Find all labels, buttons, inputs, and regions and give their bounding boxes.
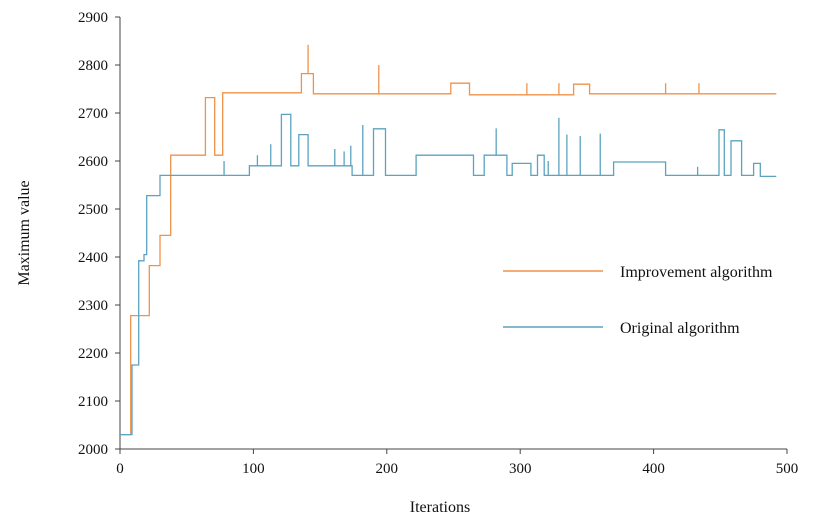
legend: Improvement algorithm Original algorithm xyxy=(503,264,773,337)
y-tick-label: 2500 xyxy=(78,202,108,218)
x-tick-label: 500 xyxy=(776,461,799,477)
y-tick-label: 2400 xyxy=(78,250,108,266)
x-tick-label: 300 xyxy=(509,461,532,477)
y-ticks: 2000 2100 2200 2300 2400 2500 2600 2700 2800 2900 xyxy=(78,10,120,458)
plot-area: 0 100 200 300 400 500 2000 2100 2200 2300 2400 250… xyxy=(78,10,798,477)
y-tick-label: 2000 xyxy=(78,442,108,458)
series-layer xyxy=(120,44,777,436)
y-tick-label: 2100 xyxy=(78,394,108,410)
y-tick-label: 2700 xyxy=(78,106,108,122)
y-tick-label: 2900 xyxy=(78,10,108,26)
legend-item-original: Original algorithm xyxy=(503,320,740,337)
x-axis-title: Iterations xyxy=(410,499,470,516)
series-line xyxy=(120,72,777,436)
y-tick-label: 2800 xyxy=(78,58,108,74)
y-axis-title: Maximum value xyxy=(16,180,33,285)
x-tick-label: 0 xyxy=(116,461,124,477)
y-tick-label: 2300 xyxy=(78,298,108,314)
legend-label-original: Original algorithm xyxy=(620,320,740,337)
legend-item-improvement: Improvement algorithm xyxy=(503,264,773,281)
series-0 xyxy=(120,44,777,436)
x-ticks: 0 100 200 300 400 500 xyxy=(116,449,798,477)
y-tick-label: 2200 xyxy=(78,346,108,362)
legend-label-improvement: Improvement algorithm xyxy=(620,264,773,281)
x-tick-label: 100 xyxy=(242,461,265,477)
series-1 xyxy=(120,113,777,436)
series-line xyxy=(120,113,777,436)
y-tick-label: 2600 xyxy=(78,154,108,170)
x-tick-label: 200 xyxy=(376,461,399,477)
x-tick-label: 400 xyxy=(642,461,665,477)
